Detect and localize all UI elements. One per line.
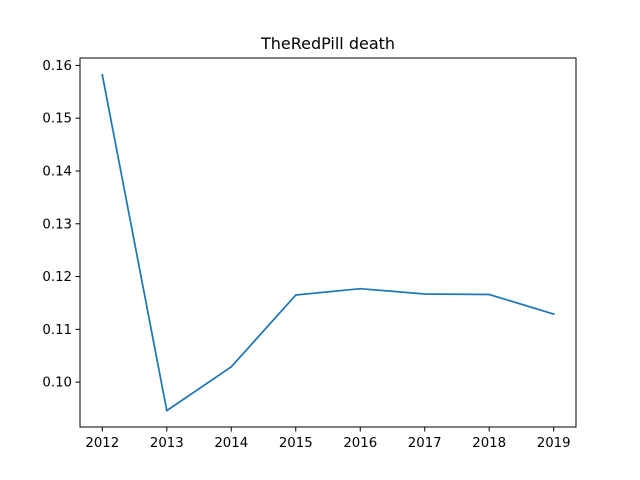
plot-area: 2012 2013 2014 2015 2016 2017 2018 2019 0.10 0.11…	[42, 57, 577, 451]
data-point	[488, 293, 491, 296]
data-point	[423, 293, 426, 295]
series-line	[101, 73, 555, 412]
x-tick-label: 2019	[537, 436, 571, 451]
x-tick-label: 2012	[85, 436, 119, 451]
y-tick-label: 0.13	[42, 217, 72, 232]
x-tick-label: 2018	[472, 436, 506, 451]
x-tick-label: 2014	[214, 436, 248, 451]
y-tick-label: 0.16	[42, 59, 72, 74]
data-point	[294, 294, 297, 296]
data-point	[552, 313, 555, 315]
data-point	[230, 365, 233, 368]
y-tick-label: 0.11	[42, 323, 72, 338]
y-tick-label: 0.12	[42, 270, 72, 285]
x-tick-label: 2013	[150, 436, 184, 451]
axes-frame	[79, 57, 577, 428]
y-tick-label: 0.14	[42, 164, 72, 179]
y-tick-label: 0.10	[42, 376, 72, 391]
data-point	[101, 73, 104, 76]
x-tick-label: 2015	[279, 436, 313, 451]
data-point	[359, 287, 362, 290]
y-tick-label: 0.15	[42, 112, 72, 127]
x-tick-label: 2016	[343, 436, 377, 451]
chart-title: TheRedPill death	[260, 34, 395, 53]
x-tick-label: 2017	[408, 436, 442, 451]
data-point	[165, 409, 168, 412]
